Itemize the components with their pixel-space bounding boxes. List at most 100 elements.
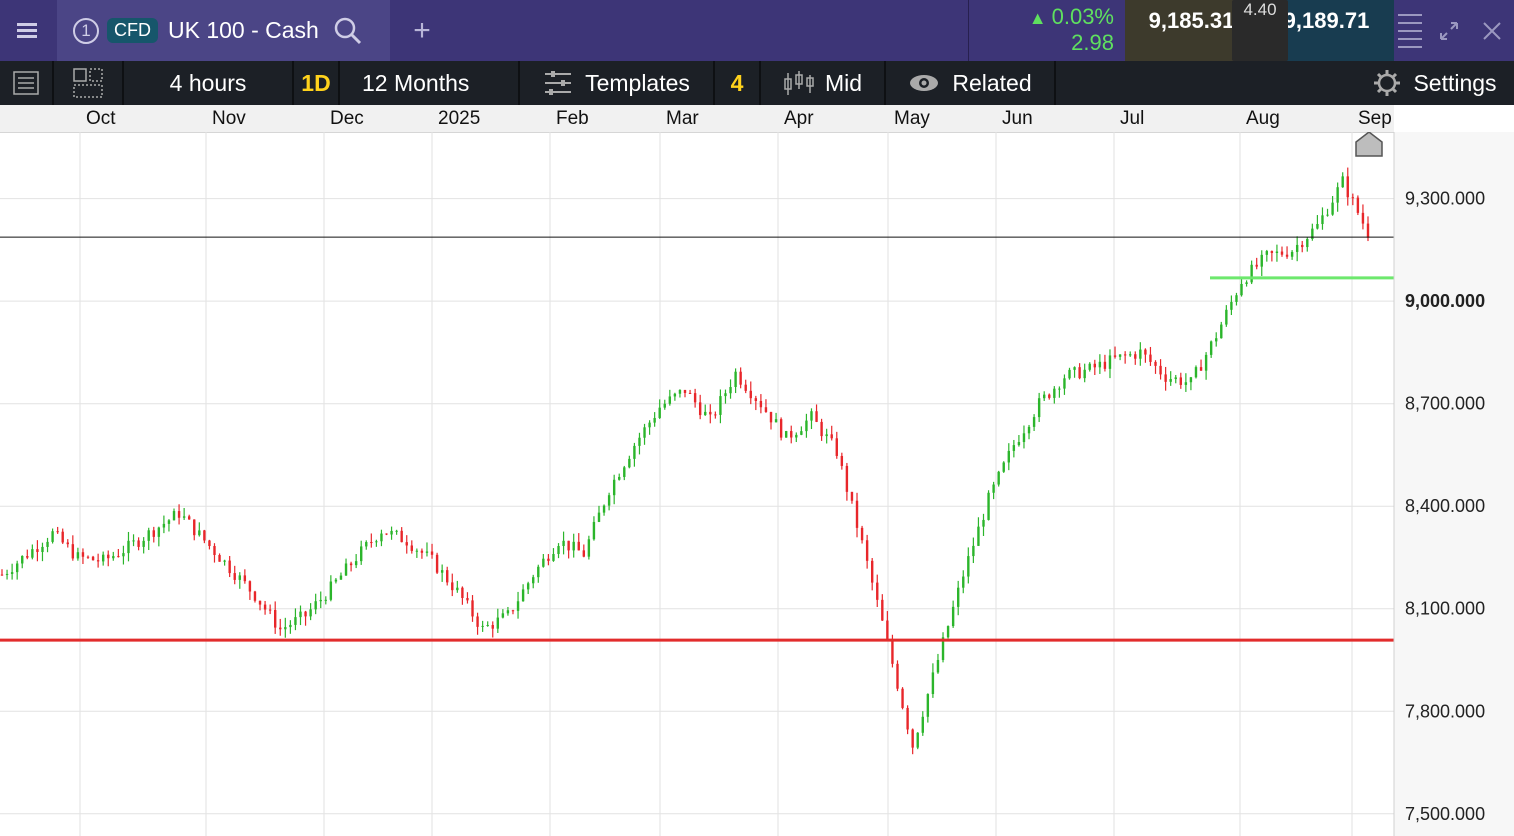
candle-body (1194, 367, 1198, 378)
candle-body (567, 540, 570, 551)
candle-body (835, 438, 838, 456)
candle-body (1321, 215, 1324, 225)
candle-body (187, 516, 191, 520)
candle-body (31, 549, 34, 558)
candle-body (896, 663, 899, 689)
candle-body (1174, 377, 1177, 380)
candle-body (21, 556, 24, 564)
candle-body (967, 556, 970, 577)
candle-body (1134, 354, 1137, 359)
range-select[interactable]: 12 Months (340, 61, 520, 105)
candle-body (1093, 363, 1096, 368)
list-icon[interactable] (0, 61, 54, 105)
candle-body (759, 400, 763, 408)
menu-icon (17, 20, 37, 41)
candle-body (1179, 377, 1183, 385)
price-change: ▲ 0.03% 2.98 (968, 0, 1124, 61)
candle-body (91, 556, 95, 561)
candle-body (501, 613, 505, 618)
y-tick-label: 8,700.000 (1405, 394, 1485, 414)
month-label: Jul (1120, 108, 1145, 129)
candle-body (486, 625, 489, 627)
instrument-selector[interactable]: 1 CFD UK 100 - Cash (57, 0, 390, 61)
candle-body (365, 542, 368, 547)
related-button[interactable]: Related (886, 61, 1056, 105)
y-tick-label: 8,400.000 (1405, 496, 1485, 516)
candle-body (628, 458, 631, 468)
candle-body (537, 566, 540, 578)
candle-body (526, 583, 530, 590)
candle-body (112, 556, 115, 559)
settings-button[interactable]: Settings (1356, 61, 1514, 105)
candle-body (921, 716, 924, 733)
candle-body (1361, 212, 1365, 224)
candle-body (800, 431, 803, 435)
candle-body (1154, 361, 1157, 366)
candle-body (744, 384, 747, 391)
candle-body (855, 500, 859, 528)
candle-body (572, 541, 575, 551)
candle-body (1048, 394, 1051, 398)
candle-body (860, 527, 864, 541)
templates-button[interactable]: Templates (520, 61, 715, 105)
candle-body (1037, 398, 1041, 418)
candle-body (683, 389, 687, 393)
candle-body (1250, 264, 1253, 283)
candle-body (76, 552, 80, 559)
candle-body (395, 530, 398, 532)
candle-body (870, 560, 874, 583)
candle-body (881, 599, 884, 621)
candle-body (997, 471, 1000, 485)
month-label: Jun (1002, 108, 1033, 129)
candle-body (248, 581, 252, 592)
candle-body (117, 556, 120, 558)
month-label: Apr (784, 108, 814, 129)
candle-body (764, 407, 768, 412)
candle-body (132, 540, 135, 542)
layout-icon[interactable] (54, 61, 124, 105)
candle-body (1209, 341, 1213, 355)
candle-body (845, 465, 849, 492)
candle-body (329, 581, 333, 600)
candle-body (253, 591, 257, 601)
candle-body (850, 491, 854, 501)
change-points: 2.98 (1071, 30, 1114, 55)
candle-body (769, 411, 773, 423)
candle-body (314, 601, 317, 610)
time-axis: Oct Nov Dec 2025 Feb Mar Apr May Jun Jul… (0, 105, 1394, 133)
candle-body (587, 539, 591, 557)
candle-body (724, 393, 727, 397)
candle-body (830, 434, 833, 439)
home-marker-icon[interactable] (1355, 132, 1383, 157)
search-icon[interactable] (333, 16, 363, 46)
candle-body (410, 545, 413, 551)
price-type-button[interactable]: Mid (761, 61, 886, 105)
candle-body (552, 554, 555, 561)
month-label: Sep (1358, 108, 1392, 129)
candle-body (779, 419, 783, 438)
candle-body (1199, 367, 1203, 371)
period-badge[interactable]: 1D (294, 61, 340, 105)
eye-icon (910, 75, 939, 91)
candle-body (673, 393, 677, 397)
candle-body (471, 600, 474, 617)
plus-icon[interactable]: + (413, 13, 431, 47)
close-icon[interactable] (1474, 0, 1510, 61)
candle-body (577, 541, 580, 551)
menu-button[interactable] (0, 0, 54, 61)
candle-body (1290, 251, 1294, 257)
templates-count: 4 (715, 61, 761, 105)
interval-select[interactable]: 4 hours (124, 61, 294, 105)
candle-body (274, 610, 277, 628)
candle-body (162, 523, 166, 528)
candle-body (101, 554, 105, 562)
candle-body (294, 617, 297, 625)
price-chart[interactable]: 9,187.5109,068.1698,008.169 9,300.0009,0… (0, 132, 1514, 836)
lines-icon[interactable] (1398, 0, 1422, 61)
candle-body (597, 512, 601, 522)
candle-body (668, 396, 672, 404)
expand-icon[interactable] (1432, 0, 1466, 61)
candle-body (1149, 354, 1152, 362)
candle-body (1027, 426, 1031, 434)
candle-body (795, 434, 798, 438)
